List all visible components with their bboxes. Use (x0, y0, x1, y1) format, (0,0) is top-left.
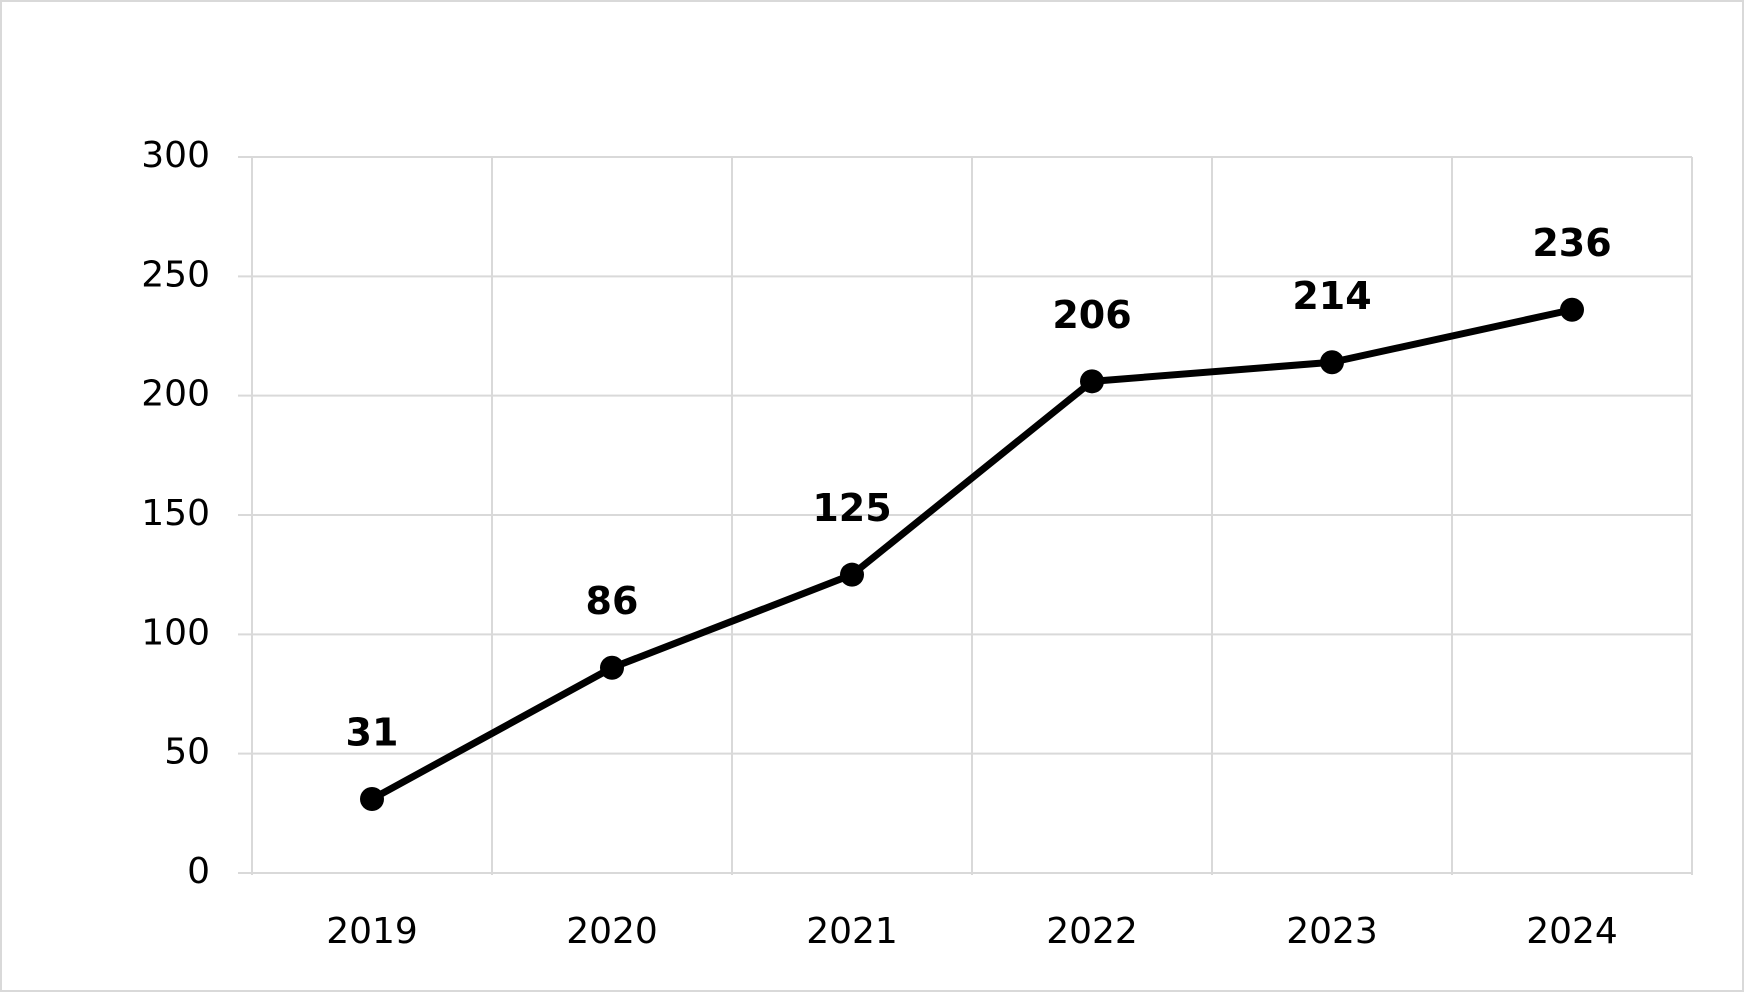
line (370, 306, 1573, 803)
y-tick-label: 200 (141, 374, 210, 415)
marker (600, 655, 624, 680)
x-tick-label: 2021 (806, 911, 898, 952)
marker (840, 562, 864, 587)
marker (1560, 297, 1584, 322)
x-tick-label: 2023 (1286, 911, 1378, 952)
marker (1320, 350, 1344, 375)
x-tick-label: 2022 (1046, 911, 1138, 952)
data-label: 86 (586, 579, 639, 623)
data-label: 31 (346, 711, 399, 755)
x-tick-label: 2020 (566, 911, 658, 952)
y-tick-label: 300 (141, 135, 210, 176)
y-tick-label: 150 (141, 493, 210, 534)
marker (360, 787, 384, 812)
y-tick-label: 100 (141, 612, 210, 653)
y-tick-label: 50 (164, 732, 210, 773)
x-tick-label: 2024 (1526, 911, 1618, 952)
y-tick-label: 0 (187, 851, 210, 892)
y-tick-label: 250 (141, 254, 210, 295)
data-label: 214 (1292, 274, 1371, 318)
x-tick-label: 2019 (326, 911, 418, 952)
marker (1080, 369, 1104, 394)
data-label: 206 (1052, 293, 1131, 337)
data-label: 236 (1532, 221, 1611, 265)
data-label: 125 (812, 486, 891, 530)
